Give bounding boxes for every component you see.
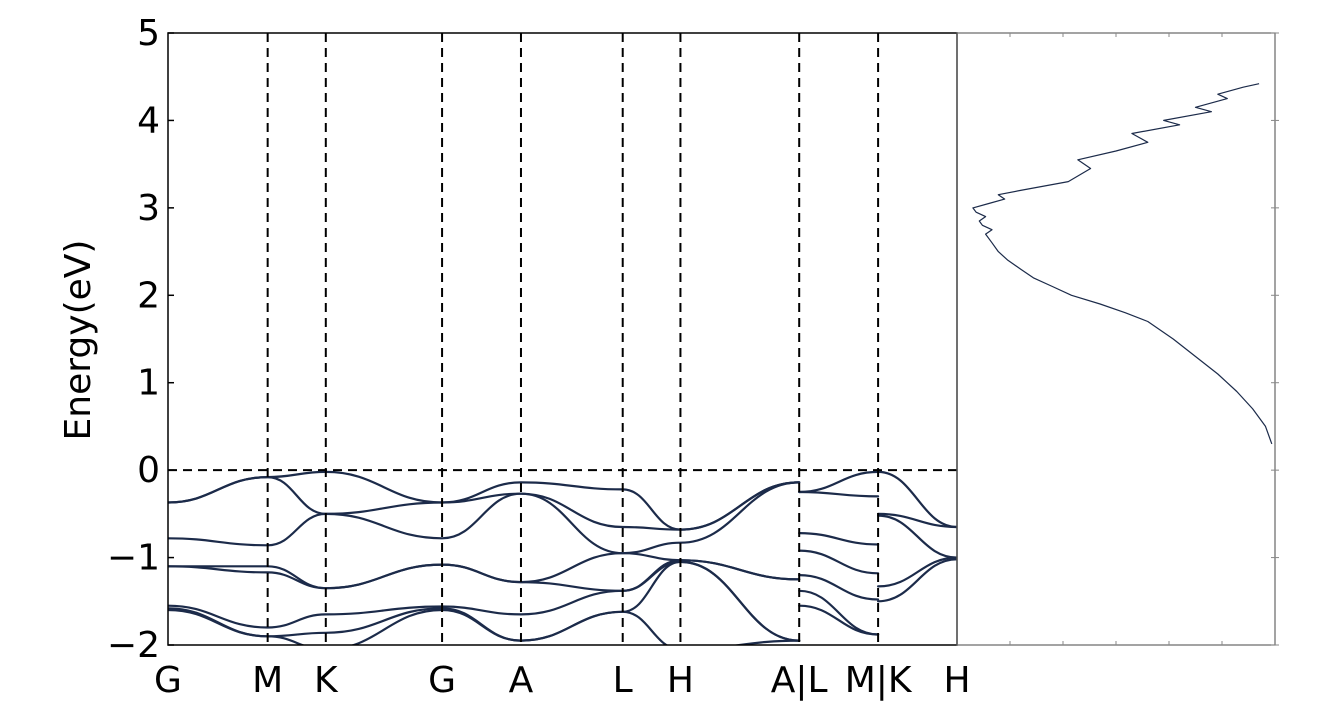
band-line-seg2-3 bbox=[877, 556, 957, 588]
dos-panel bbox=[956, 32, 1279, 646]
band-line-seg0-1 bbox=[168, 476, 801, 531]
dos-curve-0 bbox=[972, 83, 1273, 445]
band-line-seg2-4 bbox=[877, 558, 957, 603]
band-lines bbox=[168, 470, 957, 645]
kpath-label: A|L bbox=[771, 660, 828, 701]
band-line-seg2-0 bbox=[877, 470, 957, 529]
band-line-seg0-7 bbox=[168, 608, 801, 645]
y-tick-label: 1 bbox=[137, 363, 160, 404]
band-line-seg0-3 bbox=[168, 552, 801, 590]
dos-frame bbox=[956, 32, 1276, 646]
y-tick-label: 3 bbox=[137, 188, 160, 229]
y-tick-label: 5 bbox=[137, 13, 160, 54]
y-tick-label: −2 bbox=[107, 625, 160, 666]
band-line-seg1-1 bbox=[798, 490, 880, 498]
band-line-seg0-0 bbox=[168, 470, 801, 531]
kpath-label: M bbox=[252, 660, 283, 701]
kpath-label: M|K bbox=[845, 660, 913, 701]
y-tick-label: −1 bbox=[107, 538, 160, 579]
band-line-seg0-4 bbox=[168, 559, 801, 592]
band-line-seg2-2 bbox=[877, 514, 957, 559]
y-tick-label: 2 bbox=[137, 275, 160, 316]
band-line-seg2-1 bbox=[877, 512, 957, 529]
kpath-label: G bbox=[154, 660, 182, 701]
band-line-seg1-5 bbox=[798, 589, 880, 636]
kpath-label: A bbox=[509, 660, 534, 701]
y-axis-title: Energy(eV) bbox=[58, 240, 99, 441]
band-line-seg1-2 bbox=[798, 532, 880, 546]
kpath-label: K bbox=[314, 660, 339, 701]
band-line-seg1-0 bbox=[798, 470, 880, 494]
band-line-seg0-2 bbox=[168, 481, 801, 555]
band-line-seg1-4 bbox=[798, 574, 880, 601]
kpath-label: L bbox=[613, 660, 633, 701]
kpath-label: G bbox=[428, 660, 456, 701]
band-frame bbox=[167, 32, 958, 646]
band-line-seg1-3 bbox=[798, 549, 880, 575]
band-line-seg1-6 bbox=[798, 604, 880, 636]
y-tick-label: 0 bbox=[137, 450, 160, 491]
kpath-label: H bbox=[667, 660, 694, 701]
kpath-label: H bbox=[943, 660, 970, 701]
y-tick-label: 4 bbox=[137, 100, 160, 141]
